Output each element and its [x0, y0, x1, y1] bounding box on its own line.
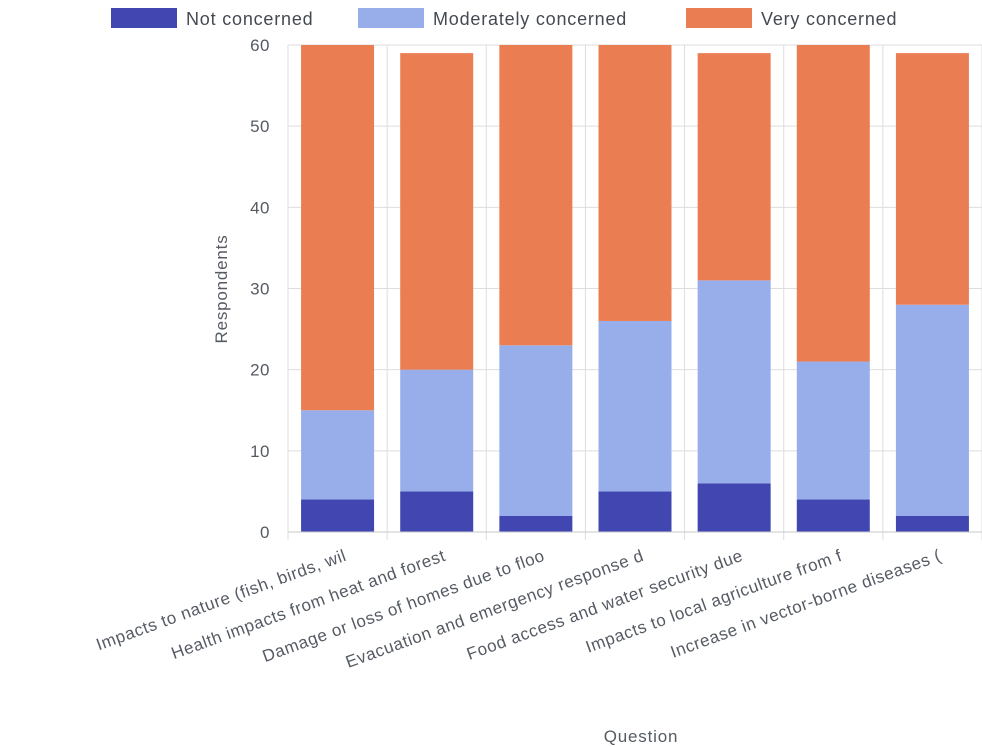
bar-segment [598, 45, 672, 321]
y-tick-label: 10 [250, 442, 270, 461]
legend: Not concerned Moderately concerned Very co… [111, 8, 897, 29]
bar-segment [697, 280, 771, 484]
x-axis-title: Question [604, 727, 678, 746]
bar-segment [697, 53, 771, 281]
bar-segment [697, 483, 771, 532]
y-tick-label: 20 [250, 361, 270, 380]
y-tick-label: 50 [250, 117, 270, 136]
bar-segment [796, 361, 870, 500]
bar-segment [499, 45, 573, 346]
y-tick-label: 40 [250, 198, 270, 217]
legend-label: Very concerned [761, 9, 897, 29]
bar-segment [796, 45, 870, 362]
bar-segment [499, 345, 573, 516]
bar-segment [598, 320, 672, 492]
bars [301, 45, 969, 532]
bar-segment [796, 499, 870, 532]
bar-segment [895, 515, 969, 532]
bar-segment [598, 491, 672, 532]
y-axis-title: Respondents [212, 235, 231, 344]
y-tick-label: 60 [250, 36, 270, 55]
bar-segment [301, 499, 375, 532]
y-tick-label: 30 [250, 280, 270, 299]
bar-segment [301, 410, 375, 500]
legend-swatch [111, 8, 177, 28]
bar-segment [400, 369, 474, 492]
legend-label: Moderately concerned [433, 9, 627, 29]
legend-swatch [358, 8, 424, 28]
bar-segment [301, 45, 375, 411]
bar-segment [400, 53, 474, 370]
legend-swatch [686, 8, 752, 28]
bar-segment [400, 491, 474, 532]
bar-segment [499, 515, 573, 532]
y-tick-label: 0 [260, 523, 270, 542]
bar-segment [895, 53, 969, 305]
bar-segment [895, 304, 969, 516]
legend-label: Not concerned [186, 9, 313, 29]
